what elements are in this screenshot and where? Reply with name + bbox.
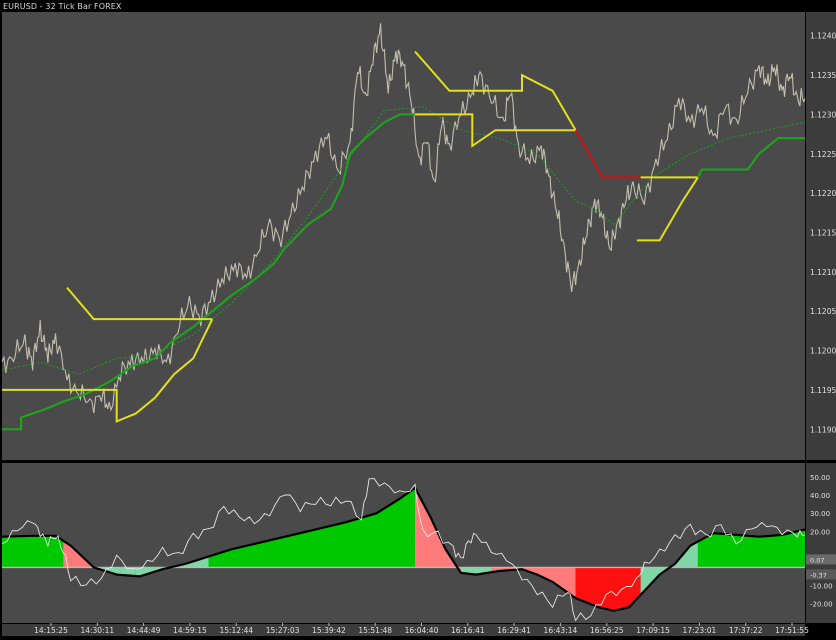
histogram-band-5	[208, 487, 415, 568]
price-tick-label: 1.12400	[810, 32, 836, 41]
oscillator-tick-label: 30.00	[810, 510, 830, 518]
time-tick-label: 15:39:42	[312, 626, 346, 635]
time-tick-label: 15:27:03	[266, 626, 300, 635]
price-series-trail-down-5	[414, 50, 577, 131]
oscillator-axis[interactable]	[806, 463, 836, 623]
time-tick-label: 16:29:41	[497, 626, 531, 635]
price-tick-label: 1.12100	[810, 268, 836, 277]
time-tick-label: 14:44:49	[127, 626, 161, 635]
price-tick-label: 1.12200	[810, 189, 836, 198]
price-series-trail-up-10	[697, 137, 805, 178]
histogram-band-9	[575, 567, 641, 611]
time-tick-label: 16:04:40	[405, 626, 439, 635]
price-tick-label: 1.12150	[810, 229, 836, 238]
histogram-band-8	[491, 567, 576, 599]
price-series-trail-flip-7	[574, 129, 641, 179]
price-series-price-0	[1, 23, 806, 414]
time-tick-label: 17:09:15	[636, 626, 670, 635]
oscillator-tick-label: -20.00	[810, 601, 833, 609]
price-series-trail-up-2	[2, 113, 419, 431]
time-tick-label: 14:30:11	[80, 626, 114, 635]
histogram-band-2	[97, 567, 136, 577]
oscillator-tick-label: -0.37	[810, 571, 827, 579]
histogram-band-0	[2, 535, 64, 568]
time-tick-label: 14:59:15	[173, 626, 207, 635]
time-axis	[2, 624, 805, 636]
price-panel[interactable]	[2, 12, 805, 460]
histogram-band-3	[135, 567, 155, 577]
price-tick-label: 1.11900	[810, 425, 836, 434]
time-tick-label: 14:15:25	[34, 626, 68, 635]
price-tick-label: 1.12300	[810, 110, 836, 119]
time-tick-label: 15:12:44	[219, 626, 253, 635]
oscillator-tick-label: 50.00	[810, 474, 830, 482]
oscillator-signal-line	[1, 486, 806, 612]
time-tick-label: 16:16:41	[451, 626, 485, 635]
time-tick-label: 17:51:55	[775, 626, 809, 635]
price-axis[interactable]	[806, 12, 836, 460]
price-series-trail-down-3	[66, 286, 213, 321]
time-tick-label: 15:51:48	[358, 626, 392, 635]
price-tick-label: 1.12050	[810, 307, 836, 316]
price-tick-label: 1.12350	[810, 71, 836, 80]
price-series-trail-down-4	[2, 318, 214, 423]
time-tick-label: 17:37:22	[729, 626, 763, 635]
current-value-badge	[806, 554, 836, 565]
price-tick-label: 1.12000	[810, 347, 836, 356]
histogram-band-4	[155, 556, 209, 572]
oscillator-tick-label: 20.00	[810, 528, 830, 536]
price-tick-label: 1.12250	[810, 150, 836, 159]
oscillator-raw-line	[1, 478, 806, 622]
price-series-trail-down-9	[636, 176, 699, 242]
current-value-badge	[806, 569, 836, 580]
price-series-trail-signal-1	[1, 106, 806, 375]
price-tick-label: 1.11950	[810, 386, 836, 395]
histogram-band-6	[415, 487, 461, 573]
oscillator-tick-label: 0.07	[810, 556, 824, 564]
time-tick-label: 17:23:01	[683, 626, 717, 635]
time-tick-label: 16:56:25	[590, 626, 624, 635]
price-series-trail-down-6	[415, 113, 576, 148]
chart-title: EURUSD - 32 Tick Bar FOREX	[3, 2, 122, 11]
oscillator-tick-label: 40.00	[810, 492, 830, 500]
oscillator-tick-label: -10.00	[810, 583, 833, 591]
time-tick-label: 16:43:14	[544, 626, 578, 635]
histogram-band-11	[697, 529, 805, 568]
